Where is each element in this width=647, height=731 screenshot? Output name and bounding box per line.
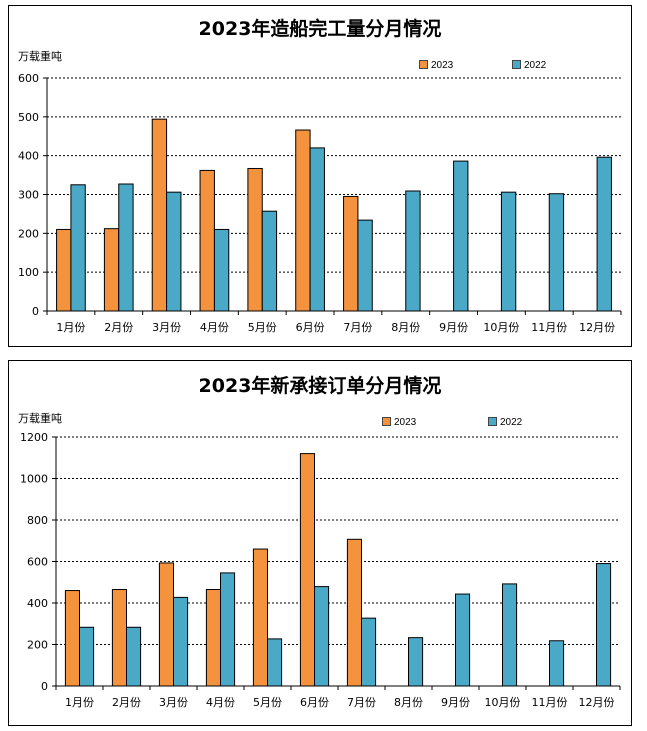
bar-2022-12月份 [596, 156, 612, 312]
bar-2022-6月份 [309, 147, 325, 312]
bar-2023-2月份 [111, 589, 128, 687]
bar-2023-6月份 [299, 453, 315, 687]
chart-panel-new-orders: 2023年新承接订单分月情况 万载重吨 2023 2022 0 200 400 600… [8, 360, 632, 726]
x-tick-label: 5月份 [253, 696, 282, 709]
legend-label-2022: 2022 [500, 417, 523, 428]
y-tick-label: 1000 [20, 473, 48, 486]
bar-2022-1月份 [70, 184, 86, 312]
bar-2022-3月份 [166, 191, 182, 312]
y-axis-unit-label: 万载重吨 [18, 50, 62, 63]
bar-2023-3月份 [151, 118, 168, 312]
y-tick-label: 100 [18, 266, 39, 279]
x-tick-label: 4月份 [200, 321, 229, 334]
bar-2022-4月份 [213, 228, 230, 312]
x-tick-label: 6月份 [300, 696, 329, 709]
y-tick-label: 0 [41, 680, 48, 693]
y-tick-label: 600 [27, 556, 48, 569]
bar-2022-4月份 [220, 572, 236, 687]
bar-2023-1月份 [64, 590, 81, 687]
bar-2022-8月份 [408, 637, 424, 687]
chart-title: 2023年造船完工量分月情况 [198, 18, 442, 40]
y-tick-label: 500 [18, 111, 39, 124]
bar-2023-1月份 [56, 228, 72, 312]
x-tick-label: 10月份 [485, 696, 521, 709]
bar-2023-4月份 [205, 589, 221, 687]
bar-2023-5月份 [252, 548, 268, 687]
bar-2022-10月份 [502, 583, 518, 687]
y-tick-label: 0 [32, 305, 39, 318]
x-tick-label: 1月份 [65, 696, 94, 709]
legend-label-2023: 2023 [394, 417, 417, 428]
bar-2023-5月份 [247, 167, 263, 312]
bar-2022-3月份 [173, 596, 189, 687]
bar-2022-1月份 [79, 626, 95, 687]
x-tick-label: 9月份 [441, 696, 470, 709]
x-tick-label: 5月份 [248, 321, 277, 334]
legend-item-2023: 2023 [419, 60, 453, 71]
bar-chart-new-orders: 0 200 400 600 800 1000 1200 1月份 2月份 3月份 4月份 5月份 6月份 7… [20, 431, 621, 709]
legend-swatch-2023 [419, 60, 428, 69]
legend-item-2022: 2022 [488, 417, 522, 428]
y-tick-label: 300 [18, 189, 39, 202]
legend-label-2023: 2023 [431, 60, 454, 71]
legend-item-2023: 2023 [382, 417, 416, 428]
bar-2022-7月份 [361, 617, 377, 687]
x-tick-label: 12月份 [579, 321, 615, 334]
bar-2022-9月份 [453, 160, 469, 312]
bar-2023-7月份 [343, 195, 359, 312]
legend-swatch-2022 [512, 60, 521, 69]
x-tick-label: 2月份 [112, 696, 141, 709]
chart-title: 2023年新承接订单分月情况 [198, 375, 442, 397]
y-tick-label: 200 [27, 639, 48, 652]
bar-2022-11月份 [548, 193, 565, 312]
bar-2023-4月份 [199, 169, 215, 312]
bar-2023-7月份 [346, 538, 362, 687]
bar-2022-12月份 [596, 563, 612, 687]
bar-2022-7月份 [357, 219, 373, 312]
x-tick-label: 1月份 [56, 321, 85, 334]
legend-item-2022: 2022 [512, 60, 546, 71]
legend-swatch-2023 [382, 417, 391, 426]
x-tick-label: 12月份 [579, 696, 615, 709]
y-tick-label: 400 [18, 150, 39, 163]
x-tick-label: 6月份 [296, 321, 325, 334]
x-tick-label: 10月份 [483, 321, 519, 334]
chart-panel-completions: 2023年造船完工量分月情况 万载重吨 2023 2022 0 100 200 300… [8, 5, 632, 347]
bar-2023-3月份 [158, 562, 174, 687]
x-tick-label: 11月份 [531, 321, 567, 334]
bar-2022-5月份 [261, 210, 278, 312]
bar-2022-6月份 [314, 586, 330, 687]
bar-2022-5月份 [267, 638, 283, 687]
bar-2022-8月份 [405, 190, 421, 312]
y-axis-unit-label: 万载重吨 [18, 412, 62, 425]
y-tick-label: 400 [27, 597, 48, 610]
x-tick-label: 7月份 [347, 696, 376, 709]
bar-2023-2月份 [103, 228, 120, 312]
y-tick-label: 1200 [20, 431, 48, 444]
bar-2022-2月份 [118, 183, 134, 312]
legend-label-2022: 2022 [524, 60, 547, 71]
y-tick-label: 200 [18, 227, 39, 240]
y-tick-label: 600 [18, 72, 39, 85]
y-tick-label: 800 [27, 514, 48, 527]
x-tick-label: 8月份 [391, 321, 420, 334]
x-tick-label: 8月份 [394, 696, 423, 709]
bar-2022-2月份 [126, 626, 142, 687]
bar-chart-completions: 0 100 200 300 400 500 600 1月份 2月份 3月份 4月份 5月份 6月份 7月份… [18, 72, 622, 334]
bar-2023-6月份 [295, 129, 311, 312]
x-tick-label: 2月份 [104, 321, 133, 334]
legend-swatch-2022 [488, 417, 497, 426]
x-tick-label: 7月份 [343, 321, 372, 334]
x-tick-label: 3月份 [152, 321, 181, 334]
bar-2022-10月份 [500, 191, 517, 312]
x-tick-label: 9月份 [439, 321, 468, 334]
x-tick-label: 11月份 [532, 696, 568, 709]
bar-2022-11月份 [549, 640, 565, 687]
bar-2022-9月份 [455, 593, 471, 687]
x-tick-label: 3月份 [159, 696, 188, 709]
x-tick-label: 4月份 [206, 696, 235, 709]
